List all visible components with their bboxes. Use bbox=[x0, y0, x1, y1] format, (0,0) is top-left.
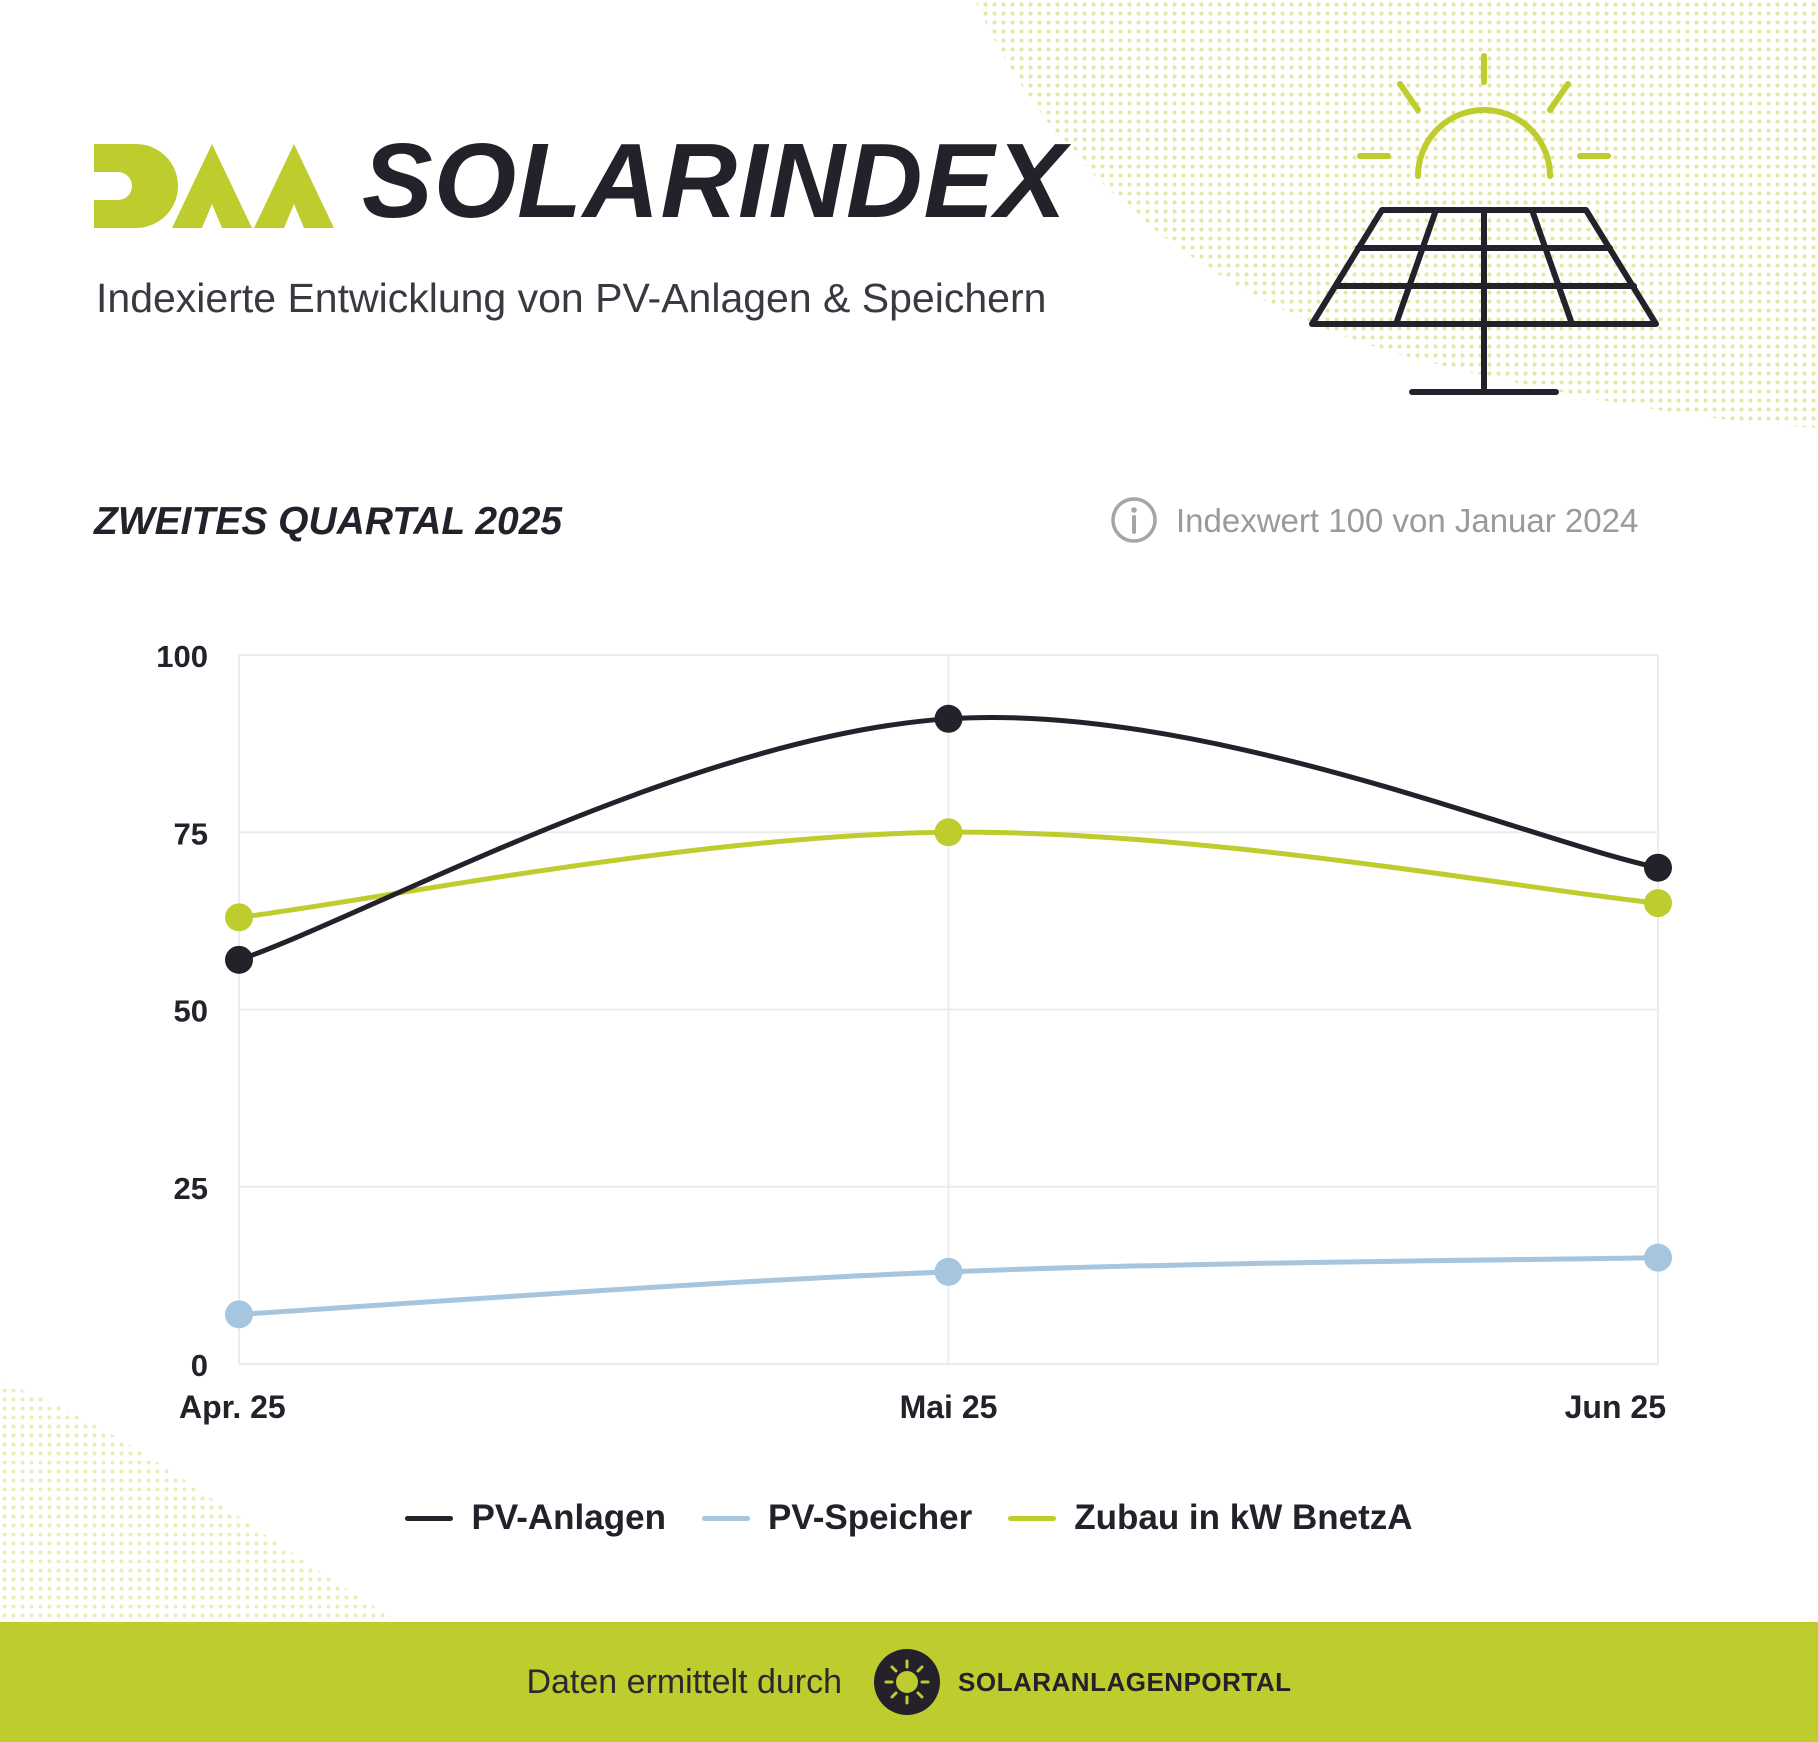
chart-legend: PV-Anlagen PV-Speicher Zubau in kW Bnetz… bbox=[0, 1498, 1818, 1538]
index-note: Indexwert 100 von Januar 2024 bbox=[1110, 496, 1638, 544]
footer-portal-name: SOLARANLAGENPORTAL bbox=[958, 1666, 1292, 1697]
legend-item-pv-anlagen: PV-Anlagen bbox=[405, 1498, 666, 1538]
solar-panel-icon bbox=[1309, 53, 1659, 395]
x-axis-ticks: Apr. 25 Mai 25 Jun 25 bbox=[179, 1389, 1666, 1425]
brand-title: SOLARINDEX bbox=[362, 122, 1067, 240]
data-point bbox=[1644, 889, 1672, 918]
data-point bbox=[934, 1257, 963, 1286]
legend-label: PV-Speicher bbox=[767, 1498, 973, 1537]
x-tick-label: Mai 25 bbox=[900, 1389, 998, 1425]
y-axis-ticks: 0 25 50 75 100 bbox=[156, 639, 208, 1383]
y-tick-label: 100 bbox=[156, 639, 208, 674]
sun-badge-icon bbox=[874, 1649, 941, 1715]
x-tick-label: Apr. 25 bbox=[179, 1389, 286, 1425]
footer-prefix: Daten ermittelt durch bbox=[526, 1662, 843, 1701]
y-tick-label: 25 bbox=[174, 1171, 208, 1206]
footer-bar: Daten ermittelt durch SOLARANLAGENPORTAL bbox=[0, 1622, 1818, 1742]
y-tick-label: 75 bbox=[174, 816, 208, 851]
legend-swatch bbox=[1008, 1515, 1057, 1521]
data-point bbox=[934, 704, 963, 733]
y-tick-label: 50 bbox=[174, 994, 208, 1029]
legend-label: PV-Anlagen bbox=[471, 1498, 666, 1537]
legend-item-pv-speicher: PV-Speicher bbox=[701, 1498, 973, 1538]
data-point bbox=[225, 1300, 253, 1329]
data-point bbox=[1644, 1243, 1672, 1272]
page-subtitle: Indexierte Entwicklung von PV-Anlagen & … bbox=[96, 275, 1047, 321]
legend-item-zubau: Zubau in kW BnetzA bbox=[1008, 1498, 1413, 1538]
index-note-text: Indexwert 100 von Januar 2024 bbox=[1176, 501, 1639, 539]
data-point bbox=[225, 903, 253, 932]
y-tick-label: 0 bbox=[191, 1348, 208, 1383]
info-icon bbox=[1111, 497, 1157, 543]
data-point bbox=[225, 945, 253, 974]
data-point bbox=[1644, 853, 1672, 882]
legend-swatch bbox=[405, 1515, 454, 1521]
daa-logo bbox=[94, 144, 334, 228]
line-chart: 0 25 50 75 100 Apr. 25 Mai 25 Jun 25 bbox=[156, 639, 1672, 1425]
chart-series bbox=[225, 704, 1672, 1329]
x-tick-label: Jun 25 bbox=[1565, 1389, 1666, 1425]
chart-grid bbox=[238, 654, 1659, 1365]
data-point bbox=[934, 818, 963, 847]
legend-swatch bbox=[701, 1515, 750, 1521]
quarter-heading: ZWEITES QUARTAL 2025 bbox=[94, 500, 563, 543]
legend-label: Zubau in kW BnetzA bbox=[1074, 1498, 1413, 1537]
